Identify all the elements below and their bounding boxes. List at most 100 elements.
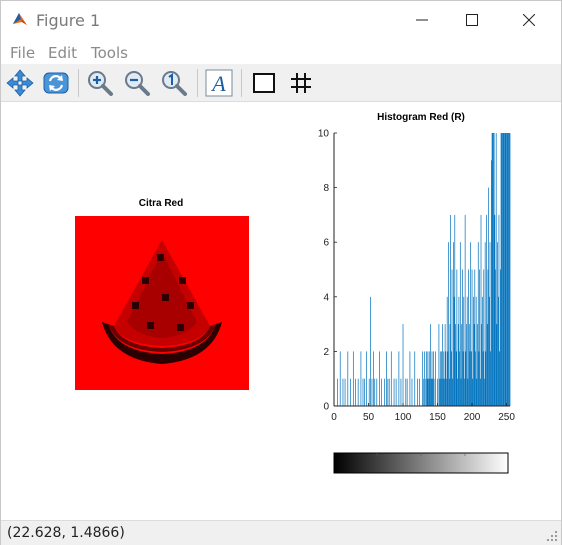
histogram-bar: [429, 378, 431, 406]
histogram-bar: [467, 378, 469, 406]
histogram-bar: [414, 351, 416, 406]
x-tick-label: 0: [331, 412, 337, 423]
histogram-bar: [442, 324, 443, 406]
histogram-bar: [492, 133, 494, 406]
histogram-bar: [431, 351, 433, 406]
histogram-bar: [491, 160, 492, 406]
histogram-bar: [508, 133, 509, 406]
histogram-bar: [447, 351, 449, 406]
menu-edit[interactable]: Edit: [48, 44, 78, 62]
histogram-bar: [479, 269, 480, 406]
zoom-in-icon[interactable]: [85, 68, 115, 98]
status-bar: (22.628, 1.4866): [1, 520, 561, 545]
maximize-button[interactable]: [449, 1, 495, 39]
histogram-bar: [453, 296, 455, 406]
histogram-bar: [406, 378, 408, 406]
histogram-bar: [386, 351, 387, 406]
histogram-bar: [446, 296, 448, 406]
histogram-bar: [368, 378, 370, 406]
x-tick-label: 100: [395, 412, 412, 423]
svg-text:A: A: [210, 71, 226, 96]
menu-tools[interactable]: Tools: [91, 44, 128, 62]
histogram-bar: [398, 351, 400, 406]
histogram-bar: [453, 242, 454, 406]
histogram-bar: [443, 351, 445, 406]
histogram-bar: [344, 378, 346, 406]
histogram-bar: [462, 269, 463, 406]
x-tick-label: 50: [363, 412, 375, 423]
rotate-icon[interactable]: [41, 68, 71, 98]
minimize-icon: [416, 19, 428, 21]
histogram-bar: [400, 378, 402, 406]
histogram-bar: [477, 242, 479, 406]
histogram-bar: [497, 296, 499, 406]
histogram-axes[interactable]: 0 50 100 150 200 250 0 2 4 6 8 10: [318, 129, 515, 424]
histogram-bar: [508, 133, 510, 406]
histogram-bar: [439, 378, 440, 406]
histogram-bar: [489, 242, 491, 406]
histogram-bar: [428, 351, 430, 406]
histogram-bar: [488, 187, 489, 406]
resize-grip-icon[interactable]: [546, 530, 558, 542]
pointer-coordinates: (22.628, 1.4866): [7, 525, 125, 541]
histogram-bar: [430, 324, 431, 406]
histogram-bar: [444, 324, 446, 406]
histogram-bar: [417, 378, 418, 406]
histogram-bar: [468, 324, 470, 406]
histogram-bar: [462, 351, 464, 406]
histogram-bar: [470, 242, 472, 406]
menu-bar: File Edit Tools: [1, 39, 561, 64]
colorbar[interactable]: [333, 452, 509, 474]
watermelon-image: [102, 240, 222, 364]
zoom-out-icon[interactable]: [122, 68, 152, 98]
menu-file[interactable]: File: [10, 44, 36, 62]
histogram-bar: [464, 378, 465, 406]
histogram-bar: [505, 133, 507, 406]
histogram-bar: [352, 351, 354, 406]
histogram-bar: [484, 378, 485, 406]
histogram-bar: [464, 214, 466, 406]
histogram-bar: [432, 378, 434, 406]
histogram-bar: [506, 133, 507, 406]
histogram-bar: [490, 351, 492, 406]
histogram-bar: [441, 351, 443, 406]
histogram-bar: [419, 378, 420, 406]
histogram-bar: [475, 296, 477, 406]
histogram-bar: [461, 324, 463, 406]
histogram-bar: [390, 351, 392, 406]
histogram-bar: [437, 378, 438, 406]
histogram-bar: [458, 296, 460, 406]
minimize-button[interactable]: [399, 1, 445, 39]
histogram-bar: [402, 324, 404, 406]
y-tick-label: 2: [323, 347, 329, 358]
histogram-bar: [465, 351, 467, 406]
histogram-bar: [435, 351, 436, 406]
histogram-bar: [498, 214, 500, 406]
histogram-bar: [424, 351, 425, 406]
histogram-bar: [366, 351, 367, 406]
title-bar[interactable]: Figure 1: [1, 1, 561, 39]
figure-canvas[interactable]: Citra Red: [2, 102, 561, 520]
histogram-bar: [477, 324, 478, 406]
x-tick-label: 150: [429, 412, 446, 423]
insert-text-icon[interactable]: A: [204, 68, 234, 98]
histogram-bar: [411, 378, 413, 406]
histogram-bar: [364, 378, 365, 406]
histogram-bar: [499, 269, 501, 406]
histogram-bar: [448, 378, 450, 406]
histogram-bar: [459, 351, 460, 406]
histogram-bar: [454, 214, 456, 406]
close-button[interactable]: [506, 1, 552, 39]
image-axes[interactable]: [75, 216, 249, 390]
histogram-bar: [502, 133, 504, 406]
histogram-bar: [499, 351, 500, 406]
grid-icon[interactable]: [286, 68, 316, 98]
histogram-bar: [444, 378, 445, 406]
zoom-reset-icon[interactable]: [159, 68, 189, 98]
pan-icon[interactable]: [5, 68, 35, 98]
histogram-bar: [342, 378, 344, 406]
rectangle-icon[interactable]: [249, 68, 279, 98]
histogram-bar: [455, 351, 457, 406]
histogram-bar: [433, 351, 434, 406]
